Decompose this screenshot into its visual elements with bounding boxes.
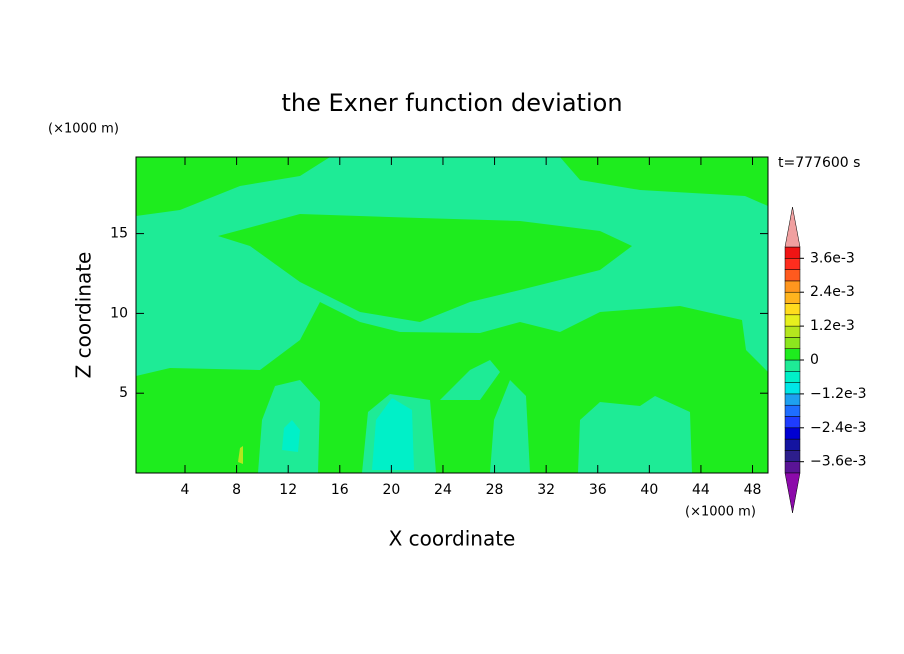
colorbar-swatch (784, 359, 801, 372)
x-tick-label: 44 (692, 482, 710, 498)
y-tick-label: 15 (110, 226, 128, 242)
colorbar-swatch (784, 325, 801, 338)
colorbar-swatch (784, 450, 801, 462)
x-tick-label: 24 (434, 482, 452, 498)
contour-region (136, 157, 330, 216)
colorbar-tick-label: 0 (810, 352, 819, 368)
contour-region (578, 396, 692, 473)
chart-title: the Exner function deviation (281, 89, 622, 117)
x-tick-label: 20 (382, 482, 400, 498)
colorbar-under (784, 472, 801, 514)
x-tick-label: 12 (279, 482, 297, 498)
contour-region (490, 380, 530, 473)
x-tick-label: 48 (744, 482, 762, 498)
colorbar-swatch (784, 269, 801, 282)
plot-frame (135, 156, 769, 474)
colorbar-swatch (784, 393, 801, 406)
x-axis-label: X coordinate (389, 527, 516, 551)
contour-region (560, 157, 768, 206)
colorbar-tick-label: 2.4e-3 (810, 284, 855, 300)
colorbar-over (784, 206, 801, 248)
x-tick-label: 28 (486, 482, 504, 498)
time-annotation: t=777600 s (778, 155, 860, 171)
colorbar-swatch (784, 246, 801, 259)
colorbar-swatch (784, 382, 801, 395)
y-unit: (×1000 m) (48, 122, 119, 137)
colorbar-swatch (784, 438, 801, 451)
colorbar-swatch (784, 371, 801, 383)
colorbar-tick-label: 1.2e-3 (810, 318, 855, 334)
colorbar-tick-label: 3.6e-3 (810, 250, 855, 266)
colorbar-swatch (784, 416, 801, 429)
colorbar-tick-label: −2.4e-3 (810, 420, 867, 436)
colorbar-swatch (784, 258, 801, 270)
colorbar-tick-label: −1.2e-3 (810, 386, 867, 402)
x-tick-label: 16 (331, 482, 349, 498)
colorbar-swatch (784, 404, 801, 417)
colorbar-swatch (784, 280, 801, 293)
contour-region (282, 420, 300, 452)
x-tick-label: 8 (232, 482, 241, 498)
colorbar-swatch (784, 337, 801, 349)
colorbar-swatch (784, 348, 801, 361)
colorbar-tick-label: −3.6e-3 (810, 454, 867, 470)
contour-region (238, 446, 243, 464)
colorbar-swatch (784, 461, 801, 474)
x-tick-label: 36 (589, 482, 607, 498)
colorbar-swatch (784, 303, 801, 316)
x-tick-label: 32 (537, 482, 555, 498)
contour-region (372, 398, 414, 470)
colorbar-swatch (784, 291, 801, 304)
contour-field (136, 157, 768, 473)
y-axis-label: Z coordinate (72, 252, 96, 379)
contour-region (440, 360, 500, 400)
contour-region (218, 214, 632, 322)
x-tick-label: 4 (181, 482, 190, 498)
x-unit: (×1000 m) (685, 505, 756, 520)
colorbar-swatch (784, 427, 801, 440)
y-tick-label: 10 (110, 305, 128, 321)
x-tick-label: 40 (640, 482, 658, 498)
y-tick-label: 5 (119, 385, 128, 401)
colorbar-swatch (784, 314, 801, 327)
